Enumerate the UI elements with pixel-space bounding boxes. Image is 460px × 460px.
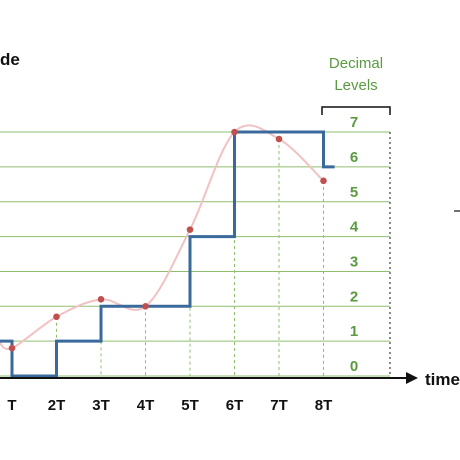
time-tick-label: 3T [92, 397, 110, 414]
time-tick-label: 7T [270, 397, 288, 414]
decimal-level-label: 3 [350, 253, 358, 270]
quantized-signal [0, 130, 335, 378]
x-axis-arrow [406, 372, 418, 384]
sample-point [186, 226, 194, 233]
sample-point [142, 303, 149, 310]
time-tick-label: T [7, 397, 16, 414]
legend-line-1: Decimal [329, 55, 383, 72]
x-axis-title: time [425, 370, 460, 389]
decimal-level-label: 4 [350, 219, 359, 236]
decimal-level-label: 1 [350, 323, 358, 340]
analog-signal-curve [0, 124, 325, 351]
time-tick-labels: T 2T 3T 4T 5T 6T 7T 8T [7, 397, 332, 414]
y-axis-title: de [0, 50, 20, 69]
decimal-level-label: 2 [350, 288, 358, 305]
time-tick-label: 4T [137, 397, 155, 414]
legend-bracket [321, 106, 391, 115]
time-tick-label: 2T [48, 397, 66, 414]
sample-point [275, 135, 283, 143]
sample-points [8, 128, 327, 352]
sample-point [320, 177, 327, 185]
decimal-level-labels: 0 1 2 3 4 5 6 7 [350, 114, 359, 375]
decimal-level-label: 5 [350, 184, 358, 201]
sample-guides [11, 132, 324, 376]
decimal-level-label: 7 [350, 114, 358, 131]
decimal-level-label: 0 [350, 358, 358, 375]
sample-point [53, 313, 60, 321]
sample-point [231, 128, 238, 136]
sample-point [97, 296, 105, 303]
time-tick-label: 6T [226, 397, 244, 414]
legend-line-2: Levels [334, 77, 377, 94]
time-tick-label: 8T [315, 397, 333, 414]
decimal-level-label: 6 [350, 149, 358, 166]
time-tick-label: 5T [181, 397, 199, 414]
level-grid [0, 131, 390, 377]
sample-point [8, 344, 16, 352]
